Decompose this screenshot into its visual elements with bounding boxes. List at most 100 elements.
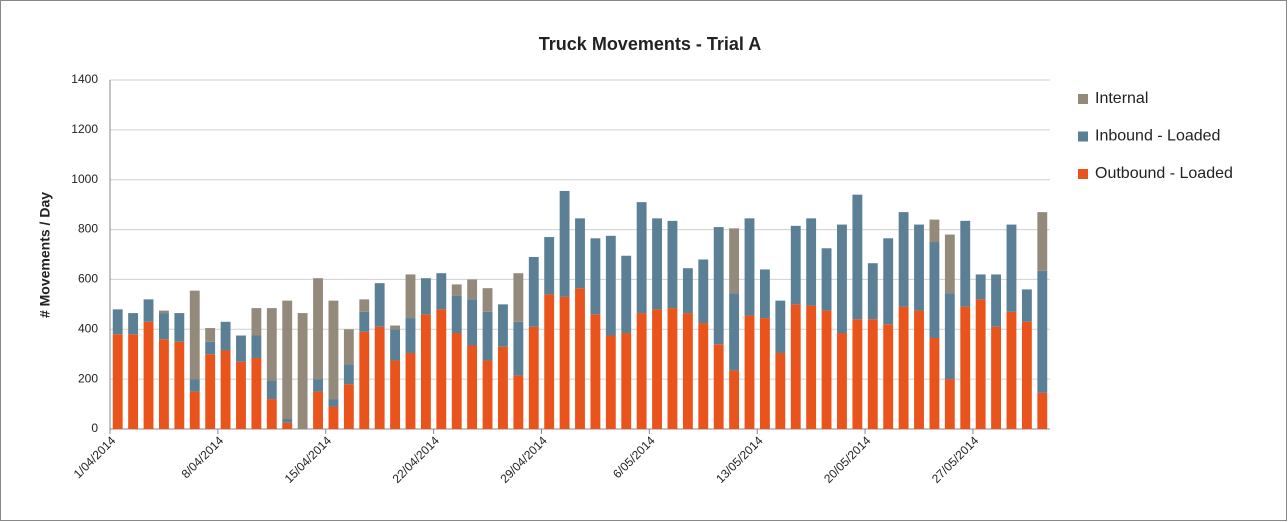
bar-segment	[698, 323, 709, 429]
legend-label: Outbound - Loaded	[1095, 165, 1233, 182]
bar-segment	[498, 304, 508, 347]
bar-segment	[590, 238, 601, 315]
bar-segment	[189, 379, 200, 392]
bar-segment	[159, 310, 169, 314]
bar-segment	[467, 279, 478, 300]
bar-segment	[436, 309, 447, 429]
bar-segment	[343, 384, 354, 429]
bar-segment	[729, 370, 740, 429]
bar-segment	[482, 288, 493, 312]
bar-segment	[991, 274, 1001, 327]
bar-segment	[189, 391, 200, 429]
bar-segment	[205, 341, 216, 355]
bar-segment	[467, 345, 478, 429]
bar-segment	[575, 288, 585, 429]
bar-segment	[806, 305, 817, 429]
bar-segment	[729, 293, 740, 371]
bar-segment	[1037, 212, 1048, 271]
bar-segment	[128, 334, 139, 429]
bar-segment	[667, 220, 678, 309]
bar-segment	[266, 380, 277, 400]
legend-swatch	[1078, 169, 1088, 179]
bar-segment	[513, 321, 524, 376]
bar-segment	[498, 346, 508, 429]
bar-segment	[482, 360, 493, 429]
bar-segment	[343, 329, 354, 365]
bar-segment	[914, 224, 924, 311]
bar-segment	[652, 218, 662, 310]
bar-segment	[1006, 224, 1017, 312]
bar-segment	[929, 219, 940, 243]
bar-segment	[744, 218, 755, 316]
bar-segment	[1021, 289, 1032, 322]
bar-segment	[898, 306, 909, 429]
bar-segment	[359, 311, 370, 332]
bar-segment	[605, 235, 616, 336]
bar-segment	[698, 259, 709, 324]
bar-segment	[420, 278, 431, 315]
bar-segment	[991, 326, 1001, 429]
y-axis-label: # Movements / Day	[37, 192, 53, 318]
bar-segment	[744, 315, 755, 429]
bar-segment	[220, 321, 231, 351]
bar-segment	[590, 314, 601, 429]
bar-segment	[205, 354, 216, 429]
bar-segment	[467, 299, 478, 346]
bar-segment	[451, 333, 462, 429]
bar-segment	[1006, 311, 1017, 429]
bar-segment	[821, 310, 832, 429]
bar-segment	[159, 313, 169, 340]
bar-segment	[220, 350, 231, 429]
bar-segment	[790, 225, 801, 305]
bar-segment	[559, 190, 570, 297]
bar-segment	[636, 202, 647, 314]
bar-segment	[544, 237, 555, 295]
bar-segment	[328, 406, 339, 429]
bar-segment	[1037, 270, 1048, 393]
y-tick-label: 800	[78, 222, 98, 236]
bar-segment	[513, 375, 524, 429]
bar-segment	[944, 234, 955, 294]
bar-segment	[929, 242, 940, 339]
bar-segment	[328, 300, 339, 400]
bar-segment	[852, 319, 863, 429]
bar-segment	[251, 308, 262, 336]
y-tick-label: 1400	[71, 72, 98, 86]
bar-segment	[960, 220, 971, 307]
bar-segment	[390, 325, 401, 330]
bar-segment	[374, 283, 385, 327]
bar-segment	[914, 310, 924, 429]
bar-segment	[343, 364, 354, 385]
bar-segment	[282, 300, 293, 420]
bar-segment	[405, 352, 416, 429]
bar-segment	[806, 218, 817, 306]
bar-segment	[667, 308, 678, 429]
legend-label: Inbound - Loaded	[1095, 128, 1220, 145]
bar-segment	[759, 318, 770, 429]
bar-segment	[621, 255, 632, 334]
legend-swatch	[1078, 131, 1088, 142]
bar-segment	[513, 273, 524, 322]
bar-segment	[236, 361, 246, 429]
bar-segment	[528, 326, 539, 429]
bar-segment	[282, 422, 293, 429]
bar-segment	[528, 256, 539, 327]
bar-segment	[821, 248, 832, 311]
bar-segment	[313, 391, 323, 429]
bar-segment	[251, 335, 262, 358]
bar-segment	[713, 227, 724, 345]
bar-segment	[266, 399, 277, 429]
bar-segment	[359, 299, 370, 312]
bar-segment	[359, 331, 370, 429]
legend-swatch	[1078, 94, 1088, 104]
bar-segment	[482, 311, 493, 361]
bar-segment	[328, 399, 339, 407]
bar-segment	[174, 313, 185, 342]
bar-segment	[867, 319, 878, 429]
y-tick-label: 400	[78, 321, 98, 335]
bar-segment	[405, 274, 416, 319]
bar-segment	[112, 334, 123, 429]
bar-segment	[682, 268, 693, 314]
bar-segment	[143, 299, 154, 322]
bar-segment	[775, 300, 786, 353]
